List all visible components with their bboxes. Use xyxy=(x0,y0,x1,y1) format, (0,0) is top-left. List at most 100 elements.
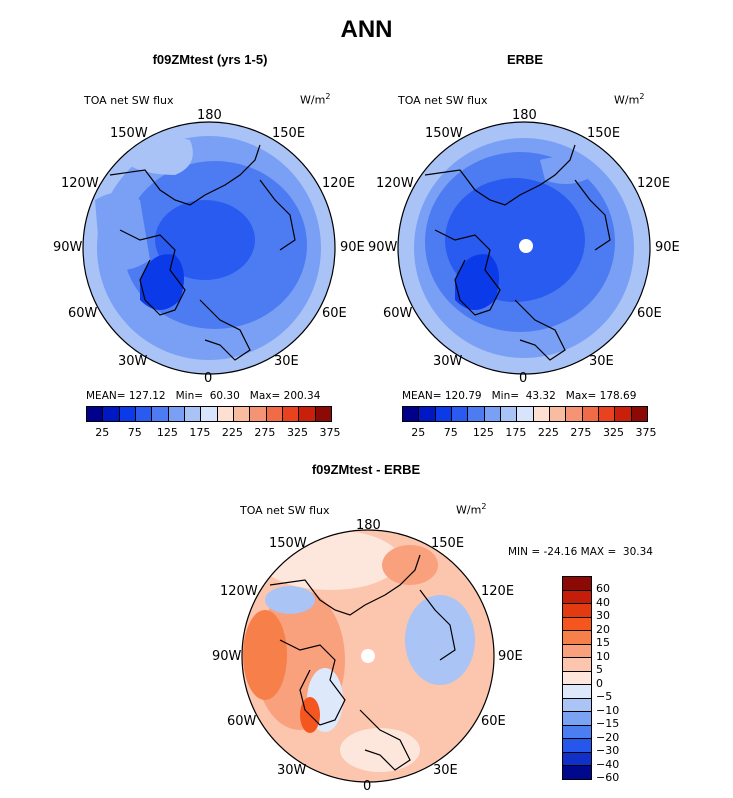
panel-2-lon-30e: 30E xyxy=(589,354,614,369)
colorbar-swatch xyxy=(563,604,591,618)
panel-1-field-core xyxy=(155,200,255,280)
panel-1-lon-30e: 30E xyxy=(274,354,299,369)
panel-3-field-siberia-neg xyxy=(405,595,475,685)
panel-3-lon-120e: 120E xyxy=(481,584,515,599)
colorbar-swatch xyxy=(419,407,436,421)
panel-2-lon-0: 0 xyxy=(519,371,528,386)
colorbar-tick-label: 175 xyxy=(189,426,211,439)
colorbar-swatch xyxy=(563,671,591,686)
panel-3-units-exp: 2 xyxy=(481,502,487,511)
panel-1-lon-90w: 90W xyxy=(53,240,83,255)
panel-2-siberia-field xyxy=(540,157,595,184)
panel-3-lon-150w: 150W xyxy=(269,536,307,551)
colorbar-swatch xyxy=(563,739,591,753)
panel-3-lon-30w: 30W xyxy=(277,763,307,778)
colorbar-swatch xyxy=(615,407,632,421)
panel-1-colorbar-labels: 25 75 125 175 225 275 325 375 xyxy=(86,426,340,440)
colorbar-swatch xyxy=(233,407,251,421)
colorbar-swatch xyxy=(184,407,202,421)
colorbar-swatch xyxy=(119,407,136,421)
colorbar-swatch xyxy=(500,407,518,421)
colorbar-swatch xyxy=(403,407,420,421)
panel-1-colorbar xyxy=(86,406,332,422)
panel-2-lon-150w: 150W xyxy=(425,126,463,141)
colorbar-swatch xyxy=(152,407,169,421)
panel-2-coast-greenland xyxy=(434,229,501,316)
colorbar-tick-label: −30 xyxy=(596,744,620,758)
colorbar-swatch xyxy=(282,407,300,421)
colorbar-tick-label: 375 xyxy=(635,426,657,439)
colorbar-swatch xyxy=(563,752,591,767)
colorbar-swatch xyxy=(563,698,591,713)
colorbar-tick-label: 60 xyxy=(596,582,610,596)
panel-2-lon-150e: 150E xyxy=(587,126,621,141)
panel-3-coast-siberia xyxy=(269,554,421,616)
panel-3-field-alaska-neg xyxy=(265,586,315,614)
colorbar-swatch xyxy=(631,407,647,421)
colorbar-swatch xyxy=(563,725,591,740)
panel-1-lon-150e: 150E xyxy=(272,126,306,141)
panel-1-lon-0: 0 xyxy=(204,371,213,386)
panel-3-stats: MIN = -24.16 MAX = 30.34 xyxy=(508,546,653,558)
colorbar-tick-label: 275 xyxy=(254,426,276,439)
panel-1-subtitle: f09ZMtest (yrs 1-5) xyxy=(152,52,268,67)
panel-1-coast-siberia xyxy=(109,144,261,206)
colorbar-tick-label: 225 xyxy=(537,426,559,439)
panel-2-lon-120e: 120E xyxy=(637,176,671,191)
panel-2-greenland-field xyxy=(455,254,499,310)
panel-3-lon-60e: 60E xyxy=(481,714,506,729)
panel-1-lon-60w: 60W xyxy=(68,306,98,321)
panel-3-lon-90e: 90E xyxy=(498,649,523,664)
colorbar-swatch xyxy=(135,407,153,421)
panel-1-lon-150w: 150W xyxy=(110,126,148,141)
colorbar-tick-label: 5 xyxy=(596,663,603,677)
panel-3-coast-asia xyxy=(419,589,456,661)
colorbar-swatch xyxy=(266,407,283,421)
panel-1-units: W/m2 xyxy=(300,92,330,107)
colorbar-swatch xyxy=(315,407,331,421)
colorbar-tick-label: 125 xyxy=(156,426,178,439)
panel-2-stats: MEAN= 120.79 Min= 43.32 Max= 178.69 xyxy=(402,390,637,402)
colorbar-swatch xyxy=(468,407,485,421)
colorbar-tick-label: −5 xyxy=(596,690,613,704)
colorbar-swatch xyxy=(563,685,591,699)
figure-title: ANN xyxy=(340,16,393,43)
colorbar-tick-label: 25 xyxy=(411,426,426,439)
colorbar-tick-label: 15 xyxy=(596,636,610,650)
panel-1-coast-asia xyxy=(259,179,296,251)
colorbar-swatch xyxy=(87,407,104,421)
colorbar-tick-label: 75 xyxy=(443,426,458,439)
panel-1-greenland-field xyxy=(140,254,184,310)
panel-2-units-exp: 2 xyxy=(639,92,645,101)
colorbar-swatch xyxy=(549,407,567,421)
panel-2-map-border xyxy=(397,121,651,375)
panel-2-lon-180: 180 xyxy=(512,108,537,123)
panel-2-coast-asia xyxy=(574,179,611,251)
colorbar-swatch xyxy=(563,658,591,672)
panel-2-variable: TOA net SW flux xyxy=(398,94,488,107)
panel-1-lon-120w: 120W xyxy=(61,176,99,191)
panel-2-lon-30w: 30W xyxy=(433,354,463,369)
panel-1-lon-30w: 30W xyxy=(118,354,148,369)
colorbar-tick-label: 175 xyxy=(505,426,527,439)
panel-2-colorbar-labels: 25 75 125 175 225 275 325 375 xyxy=(402,426,656,440)
panel-3-lon-90w: 90W xyxy=(212,649,242,664)
panel-3-pole-mask xyxy=(361,649,375,663)
colorbar-tick-label: 25 xyxy=(95,426,110,439)
colorbar-swatch xyxy=(435,407,452,421)
panel-1-stats: MEAN= 127.12 Min= 60.30 Max= 200.34 xyxy=(86,390,321,402)
panel-1-map-border xyxy=(82,121,336,375)
colorbar-swatch xyxy=(563,631,591,645)
colorbar-tick-label: 75 xyxy=(127,426,142,439)
colorbar-tick-label: −15 xyxy=(596,717,620,731)
colorbar-tick-label: 325 xyxy=(286,426,308,439)
colorbar-swatch xyxy=(103,407,120,421)
colorbar-swatch xyxy=(451,407,469,421)
panel-1-lon-60e: 60E xyxy=(322,306,347,321)
panel-3-lon-0: 0 xyxy=(363,779,372,794)
panel-3-lon-180: 180 xyxy=(356,518,381,533)
panel-3-coast-europe xyxy=(359,709,411,771)
panel-2-lon-60w: 60W xyxy=(383,306,413,321)
panel-1-units-exp: 2 xyxy=(325,92,331,101)
